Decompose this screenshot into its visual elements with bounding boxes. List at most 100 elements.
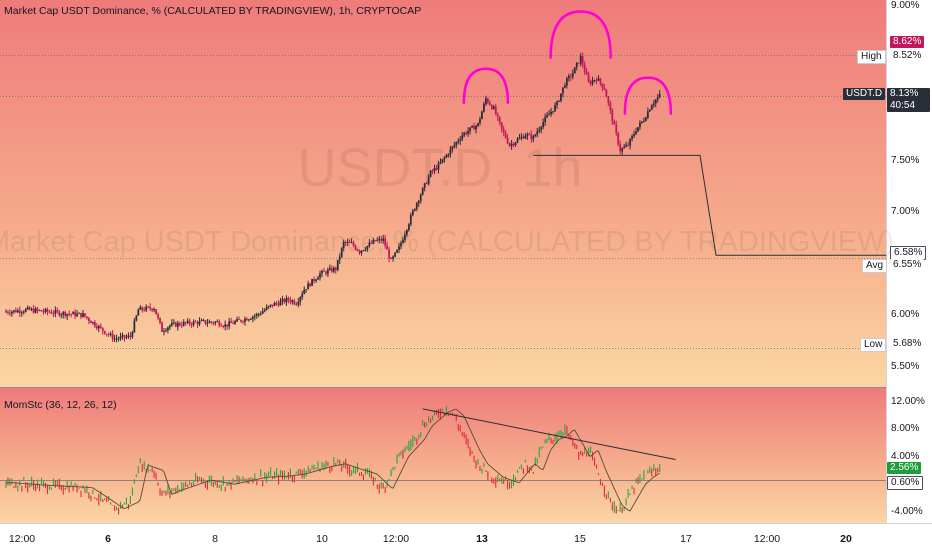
candle-body [20, 312, 23, 314]
candle-body [186, 320, 189, 323]
candle-body [7, 311, 9, 313]
candle-body [376, 239, 379, 241]
candle-body [615, 124, 618, 133]
candle-body [246, 318, 248, 321]
projection-path [533, 154, 886, 256]
candle-body [236, 319, 238, 322]
candle-body [425, 183, 428, 184]
candle-body [567, 75, 570, 79]
candle-body [344, 241, 347, 243]
candle-body [500, 122, 503, 129]
candle-body [382, 238, 385, 241]
candle-body [161, 322, 163, 332]
candle-body [58, 311, 61, 316]
candle-body [575, 62, 578, 68]
candle-body [22, 311, 25, 313]
candle-body [334, 267, 337, 270]
candle-body [242, 321, 244, 323]
candle-body [123, 335, 126, 338]
candle-body [396, 249, 398, 253]
candle-body [577, 62, 580, 64]
candle-body [117, 338, 120, 340]
candle-body [453, 145, 456, 147]
candle-body [149, 306, 152, 309]
osc-trend-line[interactable] [422, 408, 676, 461]
candle-body [309, 283, 312, 286]
candle-body [558, 100, 560, 102]
candle-body [518, 137, 521, 140]
candle-body [174, 322, 177, 327]
candle-body [342, 241, 345, 248]
candle-body [196, 322, 199, 325]
price-tick: 7.00% [891, 206, 920, 217]
time-tick: 13 [476, 533, 488, 545]
candle-body [435, 167, 438, 170]
candle-body [644, 117, 647, 121]
indicator-title[interactable]: MomStc (36, 12, 26, 12) [4, 399, 117, 411]
head-arc[interactable] [549, 10, 612, 59]
candle-body [398, 246, 400, 250]
candle-body [163, 331, 165, 332]
candle-body [611, 109, 614, 122]
osc-tick: 12.00% [891, 396, 925, 407]
candle-body [554, 105, 556, 112]
time-tick: 12:00 [753, 533, 781, 545]
candle-body [548, 114, 550, 116]
candle-body [74, 312, 76, 317]
candle-body [9, 312, 11, 314]
candle-body [111, 333, 114, 340]
candle-body [384, 238, 387, 246]
candle-body [532, 136, 535, 140]
candle-body [599, 78, 602, 84]
candle-body [522, 136, 525, 139]
candle-body [66, 313, 69, 316]
candle-body [80, 312, 82, 317]
candle-body [479, 119, 481, 124]
candle-body [218, 321, 221, 326]
candle-body [204, 320, 207, 324]
candle-body [257, 313, 260, 315]
candle-body [70, 314, 73, 315]
low-tag: Low [860, 338, 887, 352]
candle-body [330, 268, 333, 272]
candle-body [585, 71, 588, 75]
candle-body [88, 318, 90, 322]
candle-body [433, 167, 436, 172]
candle-body [409, 215, 412, 225]
candle-body [178, 323, 181, 326]
candle-body [516, 139, 519, 143]
candle-body [275, 302, 278, 304]
candle-body [311, 278, 313, 286]
candle-body [530, 134, 533, 140]
candle-body [50, 312, 53, 314]
candle-body [56, 310, 59, 312]
candle-body [512, 143, 515, 146]
candle-body [93, 322, 96, 327]
candle-body [139, 307, 142, 310]
candle-body [643, 120, 645, 122]
candle-body [639, 122, 641, 128]
projection-line[interactable] [533, 154, 886, 256]
candle-body [103, 330, 106, 334]
candle-body [261, 311, 264, 314]
candle-body [571, 73, 574, 77]
candle-body [64, 312, 67, 316]
candle-body [552, 111, 554, 112]
shoulder-arc[interactable] [462, 67, 510, 104]
momentum-bars [0, 405, 886, 515]
candle-body [230, 321, 233, 324]
candle-body [28, 307, 31, 310]
shoulder-arc[interactable] [623, 76, 673, 115]
candle-body [354, 245, 357, 250]
candle-body [514, 142, 517, 146]
osc-pane-bg [0, 388, 886, 523]
candle-body [506, 138, 509, 144]
candle-body [413, 208, 416, 211]
candle-body [202, 320, 205, 322]
candle-body [319, 273, 321, 278]
candle-body [429, 170, 432, 177]
candle-body [560, 93, 562, 101]
candle-body [346, 242, 349, 243]
candle-body [26, 307, 29, 310]
